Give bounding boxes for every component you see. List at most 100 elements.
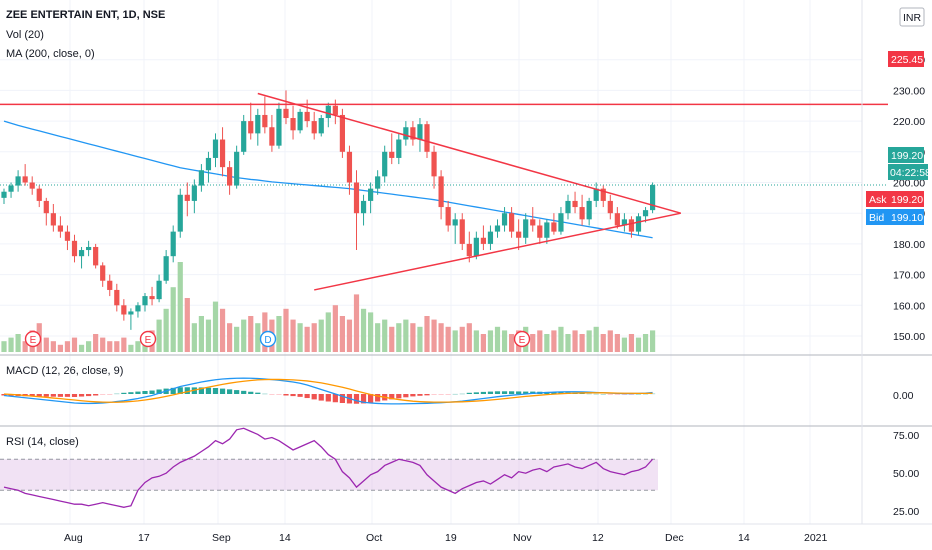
candle-body [642,210,649,217]
candle-body [8,185,14,192]
macd-histogram-bar [219,388,226,394]
candle-body [71,240,78,257]
volume-bar [57,344,63,352]
macd-histogram-bar [128,392,134,394]
macd-histogram-bar [227,389,233,394]
macd-histogram-bar [276,394,282,395]
currency-badge[interactable]: INR [903,12,922,24]
rsi-tick-75: 75.00 [893,430,919,442]
candle-body [403,127,409,140]
volume-bar [396,323,402,352]
volume-bar [212,301,219,352]
candle-body [36,188,42,201]
macd-histogram-bar [551,392,557,394]
volume-bar [332,305,338,352]
ask-tag-bg [888,191,924,207]
volume-bar [607,330,613,352]
candle-body [219,139,226,168]
volume-bar [459,326,465,352]
candle-body [438,176,444,208]
volume-bar [530,334,536,352]
candle-body [523,219,529,238]
macd-histogram-bar [241,390,247,394]
time-label: Aug [64,532,83,544]
resistance-tag-bg [888,51,924,67]
ask-label-bg [866,191,888,207]
time-label: 19 [445,532,457,544]
candle-body [565,200,571,214]
macd-histogram-bar [29,394,35,397]
macd-histogram-bar [1,394,7,396]
candle-body [29,182,35,189]
volume-bar [551,330,557,352]
candle-body [445,207,451,226]
candle-body [290,118,296,131]
candle-body [614,213,620,226]
time-label: 17 [138,532,150,544]
volume-bar [93,334,99,352]
macd-histogram-bar [635,394,642,395]
macd-histogram-bar [642,393,649,395]
trendlines [0,92,888,291]
macd-histogram-bar [509,391,515,394]
volume-bar [403,319,409,352]
macd-histogram-bar [339,394,345,403]
bid-tag: 199.10 [891,212,923,224]
candle-body [607,200,613,214]
candle-body [170,231,176,257]
macd-histogram-bar [269,394,275,395]
macd-histogram-bar [198,387,204,394]
candle-body [417,124,423,140]
macd-histogram-bar [403,394,409,398]
candle-body [487,231,494,244]
candle-body [368,188,374,201]
bid-tag-bg [888,209,924,225]
volume-bar [452,330,458,352]
volume-bar [184,298,190,352]
volume-bar [1,341,7,352]
candle-body [57,225,63,232]
volume-bar [509,334,515,352]
candle-body [382,151,388,177]
volume-bar [621,337,627,352]
candle-body [389,151,395,158]
currency-badge-frame[interactable] [899,7,925,27]
volume-bar [389,326,395,352]
candle-body [184,194,190,201]
candle-body [396,139,402,158]
moving-average-line [3,120,653,239]
macd-legend: MACD (12, 26, close, 9) [6,365,123,377]
volume-bar [628,334,635,352]
volume-bar [114,341,120,352]
macd-zero-tick: 0.00 [893,390,914,402]
candle-body [50,213,56,226]
volume-bar [290,319,296,352]
candle-body [516,231,522,238]
volume-bar [346,319,353,352]
candle-body [424,124,430,152]
volume-bar [128,344,134,352]
volume-bar [100,337,106,352]
macd-histogram-bar [586,393,592,395]
symbol-title: ZEE ENTERTAIN ENT, 1D, NSE [6,9,165,21]
macd-histogram-bar [36,394,42,397]
event-marker-letter: E [145,335,152,346]
volume-bar [234,326,240,352]
volume-bar [8,337,14,352]
rsi-band [0,459,658,491]
volume-bar [219,308,226,352]
macd-histogram-bar [50,394,56,397]
countdown-tag-bg [888,164,928,180]
candle-body [530,219,536,226]
event-marker-letter: E [519,335,526,346]
volume-bar [121,337,127,352]
candle-body [234,151,240,186]
volume-bar [86,341,92,352]
macd-histogram-bar [212,388,219,394]
volume-bar [177,262,183,352]
volume-bar [445,326,451,352]
candle-body [558,213,564,232]
macd-histogram-bar [318,394,324,401]
macd-histogram-bar [614,394,620,395]
macd-histogram-bar [135,391,141,394]
